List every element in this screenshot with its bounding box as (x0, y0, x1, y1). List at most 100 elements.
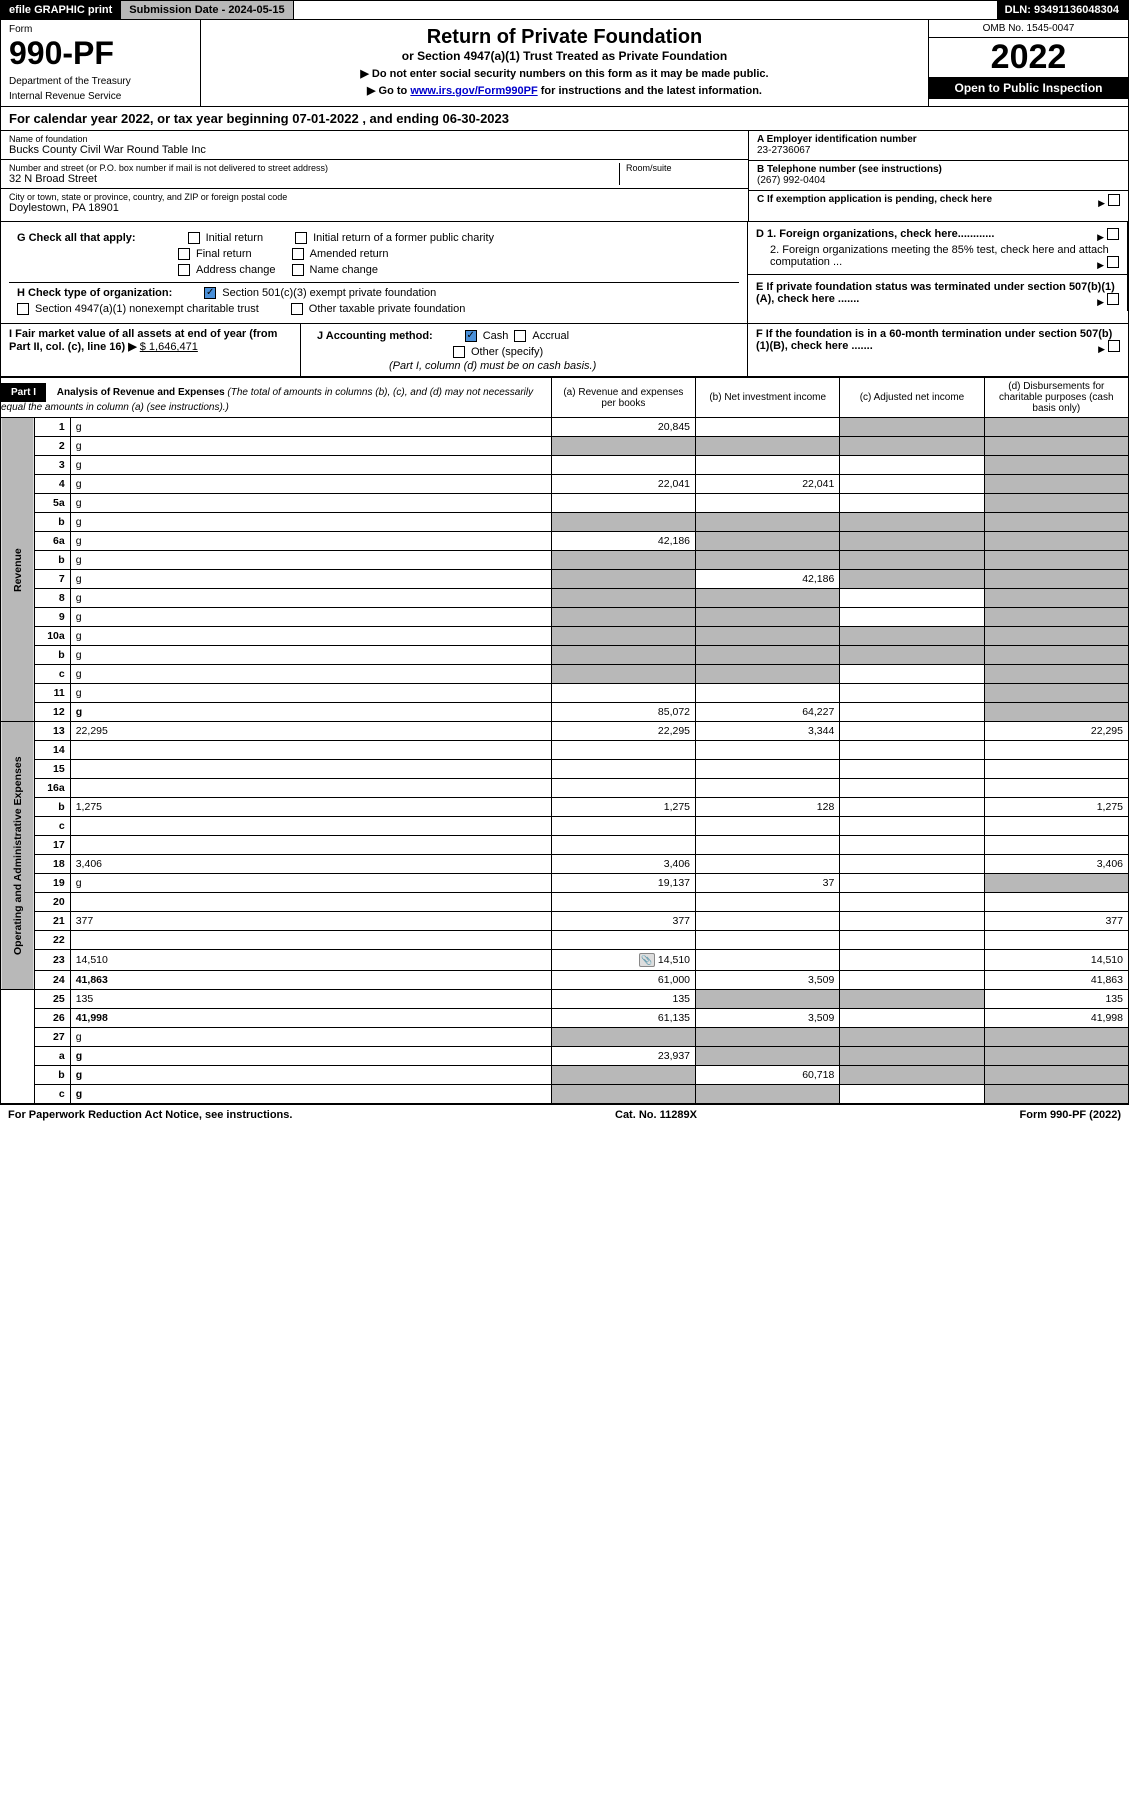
f-label: F If the foundation is in a 60-month ter… (756, 328, 1112, 352)
row-description: g (70, 684, 551, 703)
row-number: 4 (34, 475, 70, 494)
cell-c (840, 950, 984, 971)
address: 32 N Broad Street (9, 173, 619, 185)
check-4947[interactable] (17, 303, 29, 315)
cell-b (696, 760, 840, 779)
row-description: g (70, 570, 551, 589)
side-label-blank (1, 990, 35, 1104)
row-number: 18 (34, 855, 70, 874)
check-d1[interactable] (1107, 228, 1119, 240)
cell-d: 135 (984, 990, 1128, 1009)
cell-c (840, 1047, 984, 1066)
dept-irs: Internal Revenue Service (9, 91, 192, 102)
check-other-method[interactable] (453, 346, 465, 358)
cell-a: 22,295 (551, 722, 695, 741)
check-final[interactable] (178, 248, 190, 260)
cell-a: 20,845 (551, 418, 695, 437)
cell-a (551, 646, 695, 665)
cell-d (984, 760, 1128, 779)
cell-d (984, 418, 1128, 437)
page-footer: For Paperwork Reduction Act Notice, see … (0, 1104, 1129, 1125)
cell-d (984, 551, 1128, 570)
cell-d (984, 893, 1128, 912)
cell-c (840, 760, 984, 779)
cell-a: 61,135 (551, 1009, 695, 1028)
cell-b (696, 1085, 840, 1104)
cell-c (840, 1066, 984, 1085)
check-d2[interactable] (1107, 256, 1119, 268)
check-f[interactable] (1108, 340, 1120, 352)
row-description: g (70, 1085, 551, 1104)
city-state-zip: Doylestown, PA 18901 (9, 202, 740, 214)
row-description (70, 836, 551, 855)
part1-header: Part I (1, 383, 46, 402)
check-address[interactable] (178, 264, 190, 276)
check-c[interactable] (1108, 194, 1120, 206)
cell-c (840, 703, 984, 722)
row-description (70, 931, 551, 950)
submission-date: Submission Date - 2024-05-15 (121, 1, 293, 19)
row-description: g (70, 532, 551, 551)
dln: DLN: 93491136048304 (997, 1, 1128, 19)
check-cash[interactable] (465, 330, 477, 342)
check-name[interactable] (292, 264, 304, 276)
cell-a: 19,137 (551, 874, 695, 893)
row-number: 3 (34, 456, 70, 475)
exemption-pending: C If exemption application is pending, c… (757, 194, 992, 205)
cell-b (696, 532, 840, 551)
row-number: c (34, 1085, 70, 1104)
cell-c (840, 608, 984, 627)
cell-a (551, 779, 695, 798)
row-description: g (70, 1047, 551, 1066)
row-number: b (34, 646, 70, 665)
cell-d (984, 513, 1128, 532)
col-a-header: (a) Revenue and expenses per books (551, 378, 695, 418)
cell-b (696, 646, 840, 665)
cell-d (984, 684, 1128, 703)
cell-d (984, 494, 1128, 513)
check-501c3[interactable] (204, 287, 216, 299)
cell-d (984, 1047, 1128, 1066)
cell-c (840, 1085, 984, 1104)
cell-c (840, 494, 984, 513)
name-label: Name of foundation (9, 134, 740, 144)
check-accrual[interactable] (514, 330, 526, 342)
cell-c (840, 589, 984, 608)
cell-b (696, 893, 840, 912)
cell-c (840, 627, 984, 646)
part1-table: Part I Analysis of Revenue and Expenses … (0, 377, 1129, 1104)
dept-treasury: Department of the Treasury (9, 76, 192, 87)
check-other-taxable[interactable] (291, 303, 303, 315)
check-initial[interactable] (188, 232, 200, 244)
row-description (70, 760, 551, 779)
row-number: 7 (34, 570, 70, 589)
cell-a: 135 (551, 990, 695, 1009)
attachment-icon[interactable]: 📎 (639, 953, 655, 967)
cell-c (840, 855, 984, 874)
cell-b: 60,718 (696, 1066, 840, 1085)
cell-c (840, 741, 984, 760)
note-ssn: ▶ Do not enter social security numbers o… (209, 67, 920, 80)
cell-d (984, 1066, 1128, 1085)
cell-a: 📎 14,510 (551, 950, 695, 971)
cell-d (984, 1085, 1128, 1104)
cell-a (551, 608, 695, 627)
cell-d (984, 836, 1128, 855)
cell-a (551, 1085, 695, 1104)
row-description: g (70, 646, 551, 665)
cell-b (696, 950, 840, 971)
omb-number: OMB No. 1545-0047 (929, 20, 1128, 38)
cell-d (984, 627, 1128, 646)
check-initial-former[interactable] (295, 232, 307, 244)
cell-b (696, 494, 840, 513)
row-description: 1,275 (70, 798, 551, 817)
row-description: g (70, 1066, 551, 1085)
check-e[interactable] (1107, 293, 1119, 305)
cell-d (984, 665, 1128, 684)
check-amended[interactable] (292, 248, 304, 260)
row-number: 12 (34, 703, 70, 722)
calendar-year: For calendar year 2022, or tax year begi… (0, 107, 1129, 131)
row-description (70, 893, 551, 912)
row-description: 41,998 (70, 1009, 551, 1028)
irs-link[interactable]: www.irs.gov/Form990PF (410, 85, 537, 97)
